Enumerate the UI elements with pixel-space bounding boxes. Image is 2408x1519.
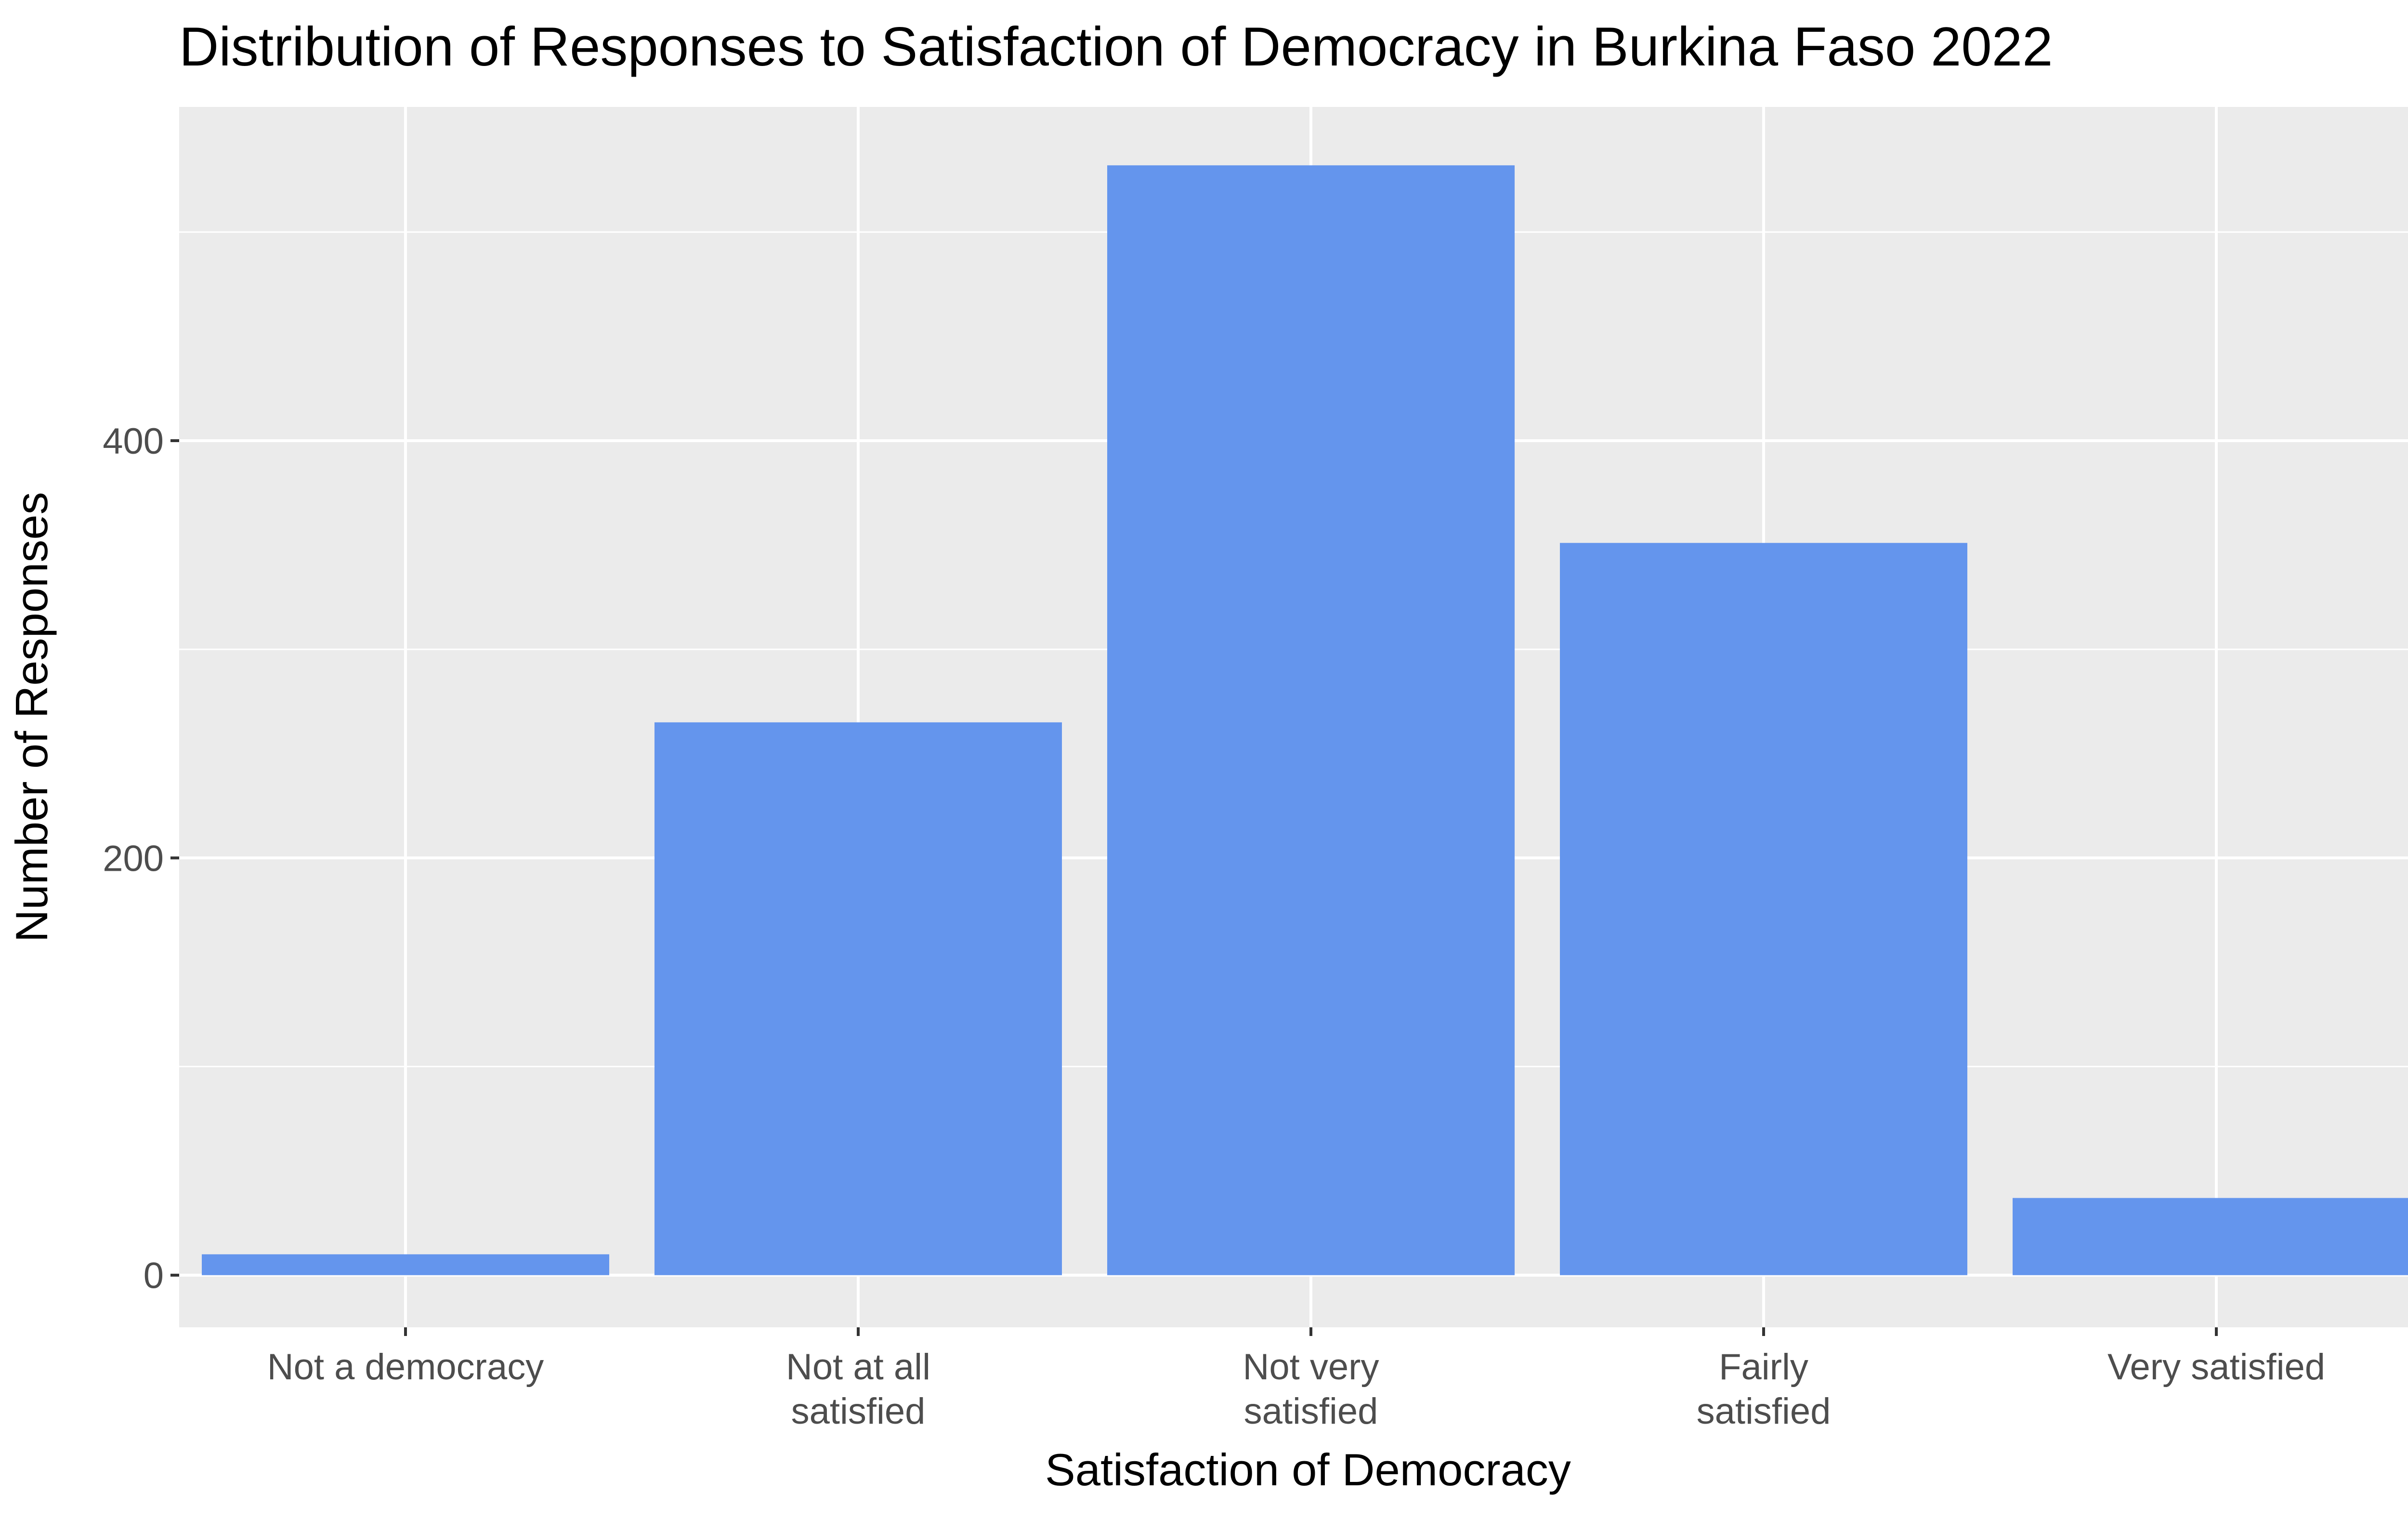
y-axis-tick-labels: 0 200 400 bbox=[103, 421, 164, 1296]
x-axis-tick-labels: Not a democracy Not at all satisfied Not ve… bbox=[267, 1347, 2325, 1432]
bar bbox=[1107, 165, 1515, 1275]
x-tick-label: Not very satisfied bbox=[1243, 1347, 1379, 1432]
x-tick-label: Fairly satisfied bbox=[1697, 1347, 1831, 1432]
bars bbox=[202, 165, 2408, 1275]
x-tick-label: Not at all satisfied bbox=[786, 1347, 930, 1432]
bar bbox=[202, 1254, 609, 1275]
x-axis-ticks bbox=[404, 1327, 2218, 1336]
x-tick-label: Not a democracy bbox=[267, 1347, 544, 1388]
bar bbox=[1560, 543, 1967, 1275]
x-axis-title: Satisfaction of Democracy bbox=[1045, 1444, 1571, 1495]
x-tick-label: Very satisfied bbox=[2107, 1347, 2325, 1388]
y-axis-ticks bbox=[170, 439, 179, 1277]
bar bbox=[2013, 1198, 2408, 1275]
y-tick-label: 200 bbox=[103, 838, 164, 879]
bar bbox=[654, 722, 1062, 1275]
chart-title: Distribution of Responses to Satisfactio… bbox=[179, 16, 2053, 78]
y-tick-label: 0 bbox=[144, 1256, 164, 1296]
y-axis-title: Number of Responses bbox=[6, 492, 57, 942]
y-tick-label: 400 bbox=[103, 421, 164, 462]
